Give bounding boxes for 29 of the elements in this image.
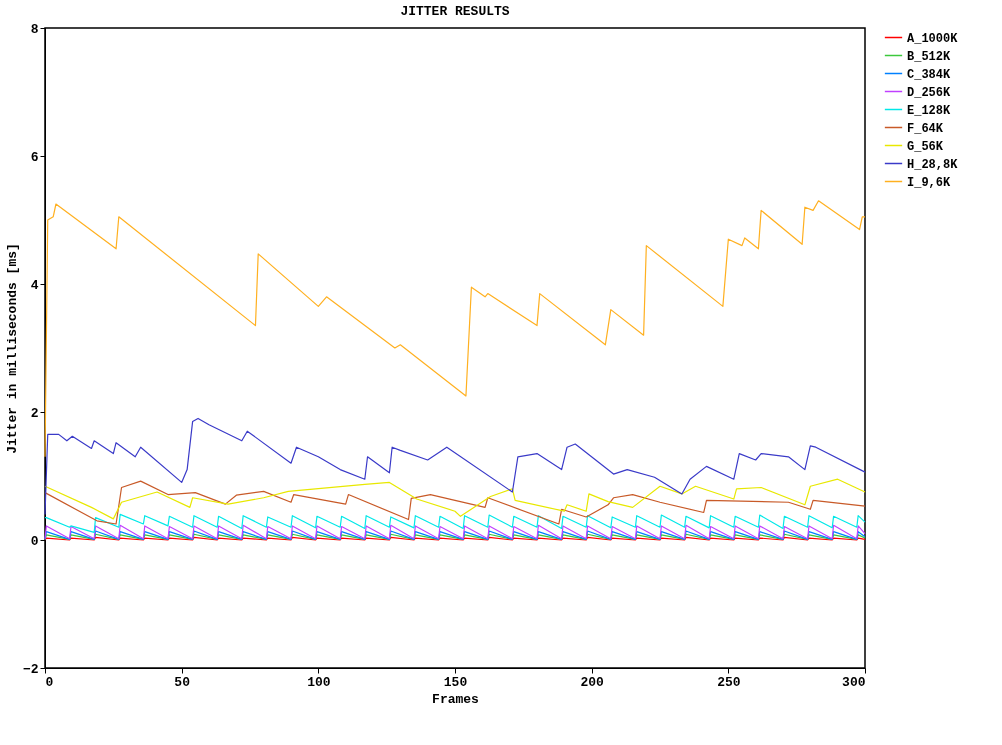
y-tick-label: 0 — [30, 533, 39, 549]
legend-label: E_128K — [907, 103, 952, 118]
line-series — [44, 417, 866, 515]
x-tick-label: 100 — [307, 674, 331, 690]
x-tick-label: 150 — [443, 674, 468, 690]
y-tick-label: 4 — [30, 277, 39, 293]
legend-label: C_384K — [907, 67, 952, 82]
y-tick-label: 6 — [30, 149, 39, 165]
y-tick-label: −2 — [22, 661, 39, 677]
legend-label: A_1000K — [907, 31, 959, 46]
x-tick-label: 0 — [45, 674, 54, 690]
y-axis-title: Jitter in milliseconds [ms] — [4, 243, 20, 454]
x-tick-label: 200 — [580, 674, 605, 690]
y-tick-label: 2 — [30, 405, 39, 421]
x-axis-title: Frames — [432, 691, 480, 707]
legend-label: B_512K — [907, 49, 952, 64]
x-tick-label: 250 — [717, 674, 741, 690]
legend-label: H_28,8K — [907, 157, 959, 172]
line-series — [44, 200, 866, 458]
x-tick-label: 300 — [842, 674, 866, 690]
legend-label: D_256K — [907, 85, 952, 100]
x-tick-label: 50 — [174, 674, 191, 690]
line-series — [44, 513, 866, 533]
legend-label: I_9,6K — [907, 175, 952, 190]
chart-title: JITTER RESULTS — [400, 4, 510, 19]
legend-label: F_64K — [907, 121, 944, 136]
y-tick-label: 8 — [30, 21, 39, 37]
line-series — [44, 524, 866, 540]
legend-label: G_56K — [907, 139, 944, 154]
